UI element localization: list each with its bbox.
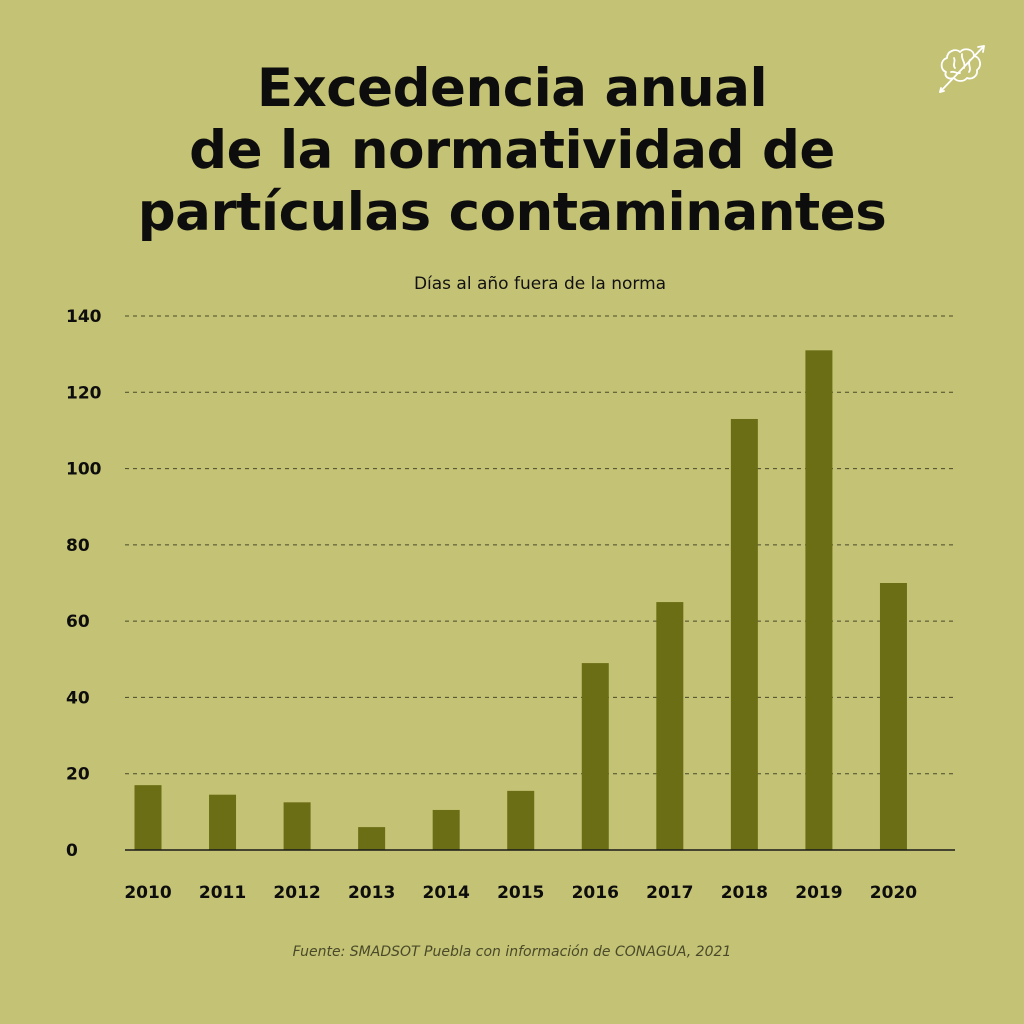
x-tick-label: 2018: [721, 883, 768, 903]
bar-chart: 0 20 40 60 80 100 120 140 2010 2011 2012 2013 2014 20…: [66, 307, 955, 903]
x-tick-label: 2014: [423, 883, 470, 903]
bar: [358, 827, 386, 850]
y-tick-label: 80: [66, 536, 90, 556]
y-tick-label: 0: [66, 841, 78, 861]
bar: [432, 809, 460, 850]
bar: [805, 350, 833, 850]
bar: [730, 418, 758, 850]
x-tick-label: 2012: [273, 883, 320, 903]
x-tick-label: 2010: [124, 883, 171, 903]
chart-subtitle: Días al año fuera de la norma: [413, 274, 667, 294]
y-tick-label: 140: [66, 307, 102, 327]
x-tick-label: 2017: [646, 883, 693, 903]
x-tick-label: 2011: [199, 883, 246, 903]
title-line-1: Excedencia anual: [256, 58, 768, 119]
bar: [283, 802, 311, 850]
bar: [507, 790, 535, 850]
x-tick-label: 2013: [348, 883, 395, 903]
bar: [581, 663, 609, 850]
x-tick-label: 2016: [572, 883, 619, 903]
bar: [134, 785, 162, 850]
bar: [209, 794, 237, 850]
bar: [879, 583, 907, 850]
source-note: Fuente: SMADSOT Puebla con información d…: [292, 944, 732, 960]
y-tick-label: 40: [66, 688, 90, 708]
brain-arrow-icon: [932, 38, 994, 100]
title-line-3: partículas contaminantes: [137, 182, 887, 243]
y-tick-label: 100: [66, 460, 102, 480]
x-tick-label: 2015: [497, 883, 544, 903]
x-tick-label: 2019: [795, 883, 842, 903]
y-tick-label: 20: [66, 765, 90, 785]
y-tick-label: 120: [66, 383, 102, 403]
x-tick-label: 2020: [870, 883, 917, 903]
title-line-2: de la normatividad de: [189, 120, 835, 181]
bar: [656, 602, 684, 850]
chart-title: Excedencia anual de la normatividad de p…: [0, 58, 1024, 244]
y-tick-label: 60: [66, 612, 90, 632]
